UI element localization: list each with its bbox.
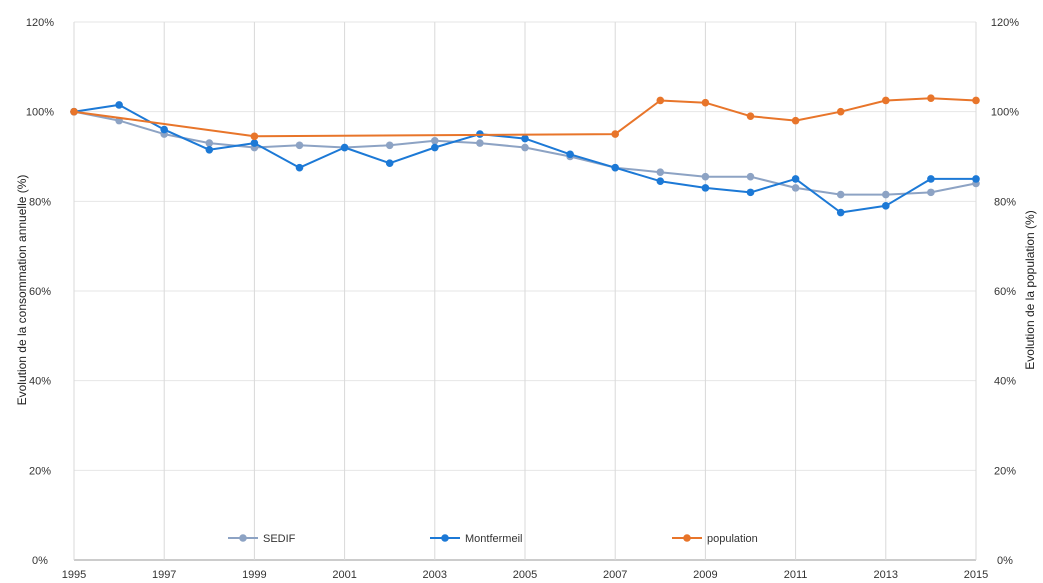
sedif-point [295, 141, 304, 150]
x-tick-label: 2013 [874, 569, 898, 581]
y2-axis-title: Evolution de la population (%) [1023, 210, 1037, 369]
y-tick-label: 100% [26, 107, 54, 119]
y2-tick-label: 60% [994, 286, 1016, 298]
montfermeil-point [115, 101, 123, 109]
legend-label: Montfermeil [465, 533, 522, 545]
legend-label: SEDIF [263, 533, 296, 545]
y-tick-label: 0% [32, 555, 48, 567]
sedif-point [836, 190, 845, 199]
x-tick-label: 1995 [62, 569, 86, 581]
population-point [656, 96, 665, 105]
population-point [927, 94, 935, 103]
sedif-point [791, 184, 800, 192]
montfermeil-point [836, 208, 845, 217]
montfermeil-point [656, 177, 665, 185]
population-point [972, 96, 980, 105]
x-tick-label: 2005 [513, 569, 537, 581]
y-tick-label: 40% [29, 376, 51, 388]
sedif-point [701, 172, 710, 181]
montfermeil-point [611, 163, 619, 172]
x-tick-label: 1997 [152, 569, 176, 581]
series-population [70, 94, 980, 141]
sedif-point [476, 139, 484, 147]
population-point [746, 112, 755, 120]
montfermeil-point [340, 143, 349, 152]
population-point [250, 132, 259, 141]
montfermeil-point [521, 134, 529, 143]
montfermeil-point [972, 175, 980, 183]
axes: 0% 20% 40% 60% 80% 100% 120% 0% 20% 40% 60% 80% 100%… [26, 17, 1019, 581]
y2-tick-label: 20% [994, 465, 1016, 477]
y-tick-label: 60% [29, 286, 51, 298]
legend-item-sedif: SEDIF [228, 533, 296, 545]
sedif-point [521, 143, 529, 152]
montfermeil-point [701, 184, 710, 192]
montfermeil-point [295, 163, 304, 172]
y2-tick-label: 80% [994, 196, 1016, 208]
x-tick-label: 2007 [603, 569, 627, 581]
y2-tick-label: 120% [991, 17, 1019, 29]
montfermeil-point [882, 202, 890, 210]
sedif-point [927, 188, 935, 197]
y-tick-label: 80% [29, 196, 51, 208]
montfermeil-point [746, 188, 755, 197]
y2-tick-label: 100% [991, 107, 1019, 119]
sedif-point [656, 168, 665, 176]
legend-item-montfermeil: Montfermeil [430, 533, 522, 545]
montfermeil-point [250, 139, 259, 147]
legend-swatch-marker [239, 534, 247, 542]
montfermeil-point [385, 159, 394, 168]
montfermeil-point [927, 175, 935, 183]
sedif-point [385, 141, 394, 150]
sedif-point [882, 190, 890, 199]
legend-item-population: population [672, 533, 758, 545]
population-point [882, 96, 890, 105]
legend: SEDIF Montfermeil population [228, 533, 758, 545]
grid [73, 21, 977, 561]
population-point [836, 107, 845, 116]
sedif-point [205, 139, 214, 147]
sedif-point [746, 172, 755, 181]
montfermeil-point [205, 145, 214, 154]
montfermeil-point [566, 150, 574, 159]
y-axis-title: Evolution de la consommation annuelle (%… [15, 175, 29, 406]
population-point [70, 107, 78, 116]
y2-tick-label: 0% [997, 555, 1013, 567]
x-tick-label: 2009 [693, 569, 717, 581]
y-tick-label: 120% [26, 17, 54, 29]
population-point [791, 116, 800, 125]
x-tick-label: 1999 [242, 569, 266, 581]
y-tick-label: 20% [29, 465, 51, 477]
legend-swatch-marker [683, 534, 691, 542]
y2-tick-label: 40% [994, 376, 1016, 388]
montfermeil-point [431, 143, 439, 152]
montfermeil-point [160, 125, 168, 134]
x-tick-label: 2003 [423, 569, 447, 581]
series [70, 94, 980, 217]
sedif-point [431, 137, 439, 145]
x-tick-label: 2011 [784, 569, 808, 581]
legend-swatch-marker [441, 534, 449, 542]
x-tick-label: 2001 [332, 569, 356, 581]
population-point [701, 98, 710, 107]
montfermeil-point [791, 175, 800, 183]
x-tick-label: 2015 [964, 569, 988, 581]
population-point [611, 130, 619, 138]
legend-label: population [707, 533, 758, 545]
